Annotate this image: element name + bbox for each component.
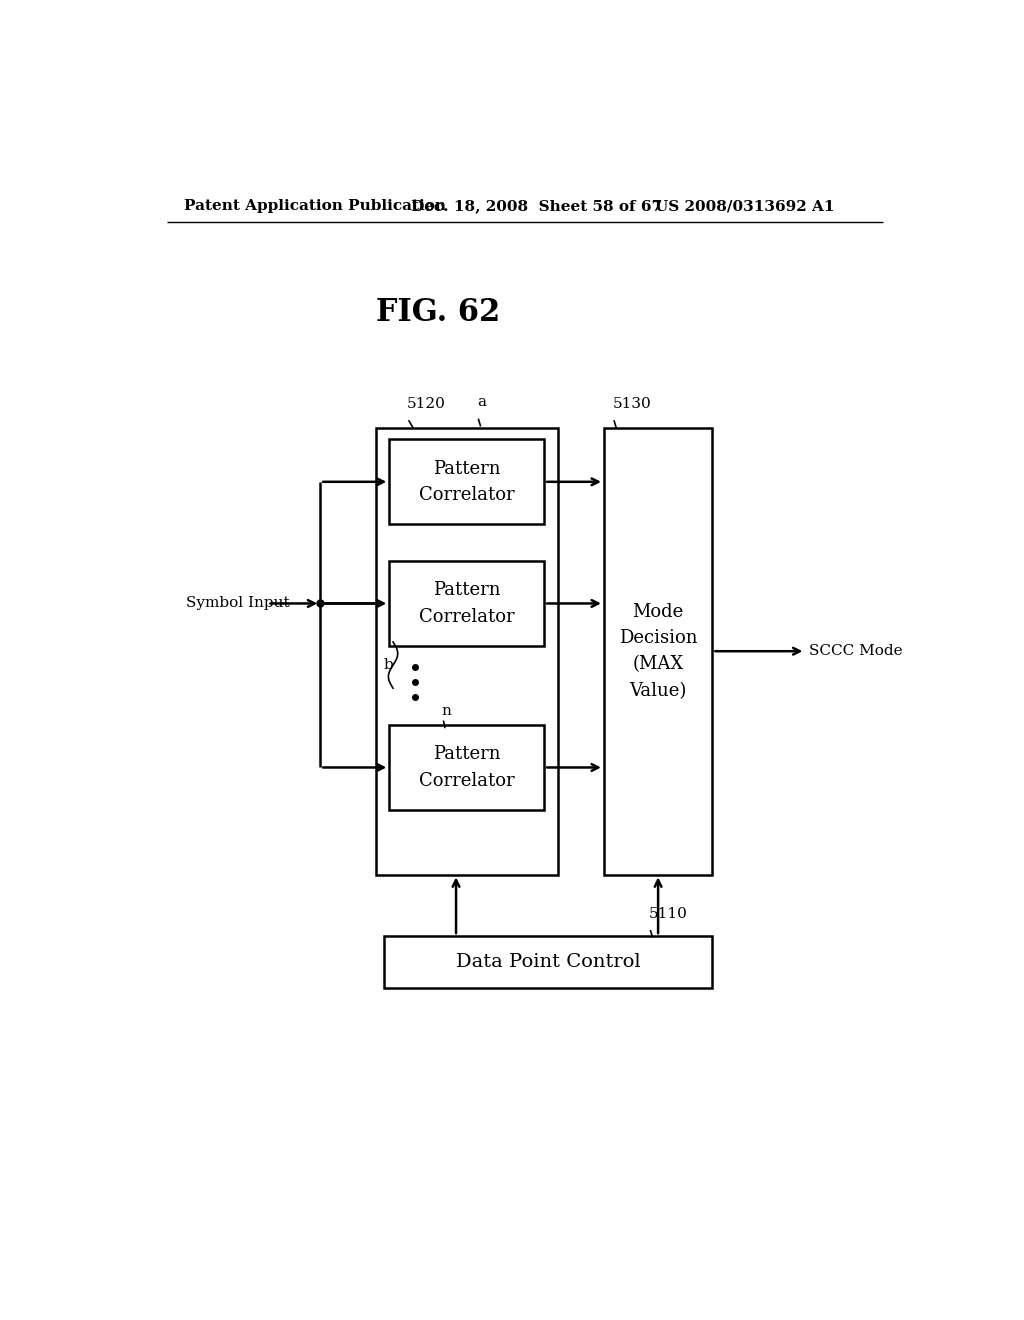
Text: Dec. 18, 2008  Sheet 58 of 67: Dec. 18, 2008 Sheet 58 of 67 <box>411 199 662 213</box>
Text: 5130: 5130 <box>612 397 651 411</box>
Text: Patent Application Publication: Patent Application Publication <box>183 199 445 213</box>
Bar <box>376 428 558 875</box>
Bar <box>384 936 713 989</box>
Text: b: b <box>384 659 393 672</box>
Text: 5110: 5110 <box>649 907 688 921</box>
Text: Mode
Decision
(MAX
Value): Mode Decision (MAX Value) <box>618 603 697 700</box>
Text: US 2008/0313692 A1: US 2008/0313692 A1 <box>655 199 835 213</box>
Text: Pattern
Correlator: Pattern Correlator <box>419 459 514 504</box>
Bar <box>389 561 544 645</box>
Text: FIG. 62: FIG. 62 <box>376 297 500 327</box>
Text: Pattern
Correlator: Pattern Correlator <box>419 746 514 789</box>
Text: 5120: 5120 <box>407 397 445 411</box>
Bar <box>389 725 544 809</box>
Text: Symbol Input: Symbol Input <box>186 597 290 610</box>
Bar <box>604 428 713 875</box>
Text: SCCC Mode: SCCC Mode <box>809 644 903 659</box>
Text: a: a <box>477 396 485 409</box>
Text: Data Point Control: Data Point Control <box>456 953 640 972</box>
Bar <box>389 440 544 524</box>
Text: Pattern
Correlator: Pattern Correlator <box>419 581 514 626</box>
Text: n: n <box>442 705 452 718</box>
